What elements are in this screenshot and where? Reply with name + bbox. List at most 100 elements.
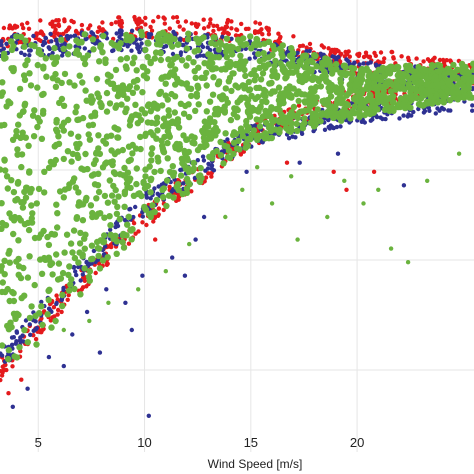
scatter-point [75, 154, 82, 162]
scatter-point [135, 190, 142, 198]
x-tick-label: 10 [137, 435, 151, 450]
scatter-point [244, 100, 251, 108]
scatter-point [1, 167, 9, 174]
scatter-point [14, 151, 21, 158]
scatter-point [450, 89, 457, 96]
scatter-point [327, 65, 335, 72]
scatter-point [192, 107, 199, 115]
scatter-point [144, 195, 150, 200]
scatter-point [6, 210, 13, 217]
scatter-point [92, 213, 100, 220]
scatter-point [350, 65, 358, 72]
scatter-point [54, 128, 61, 135]
scatter-point [104, 254, 111, 261]
scatter-point [454, 66, 461, 74]
scatter-point-outlier [40, 327, 45, 333]
scatter-point [148, 150, 155, 158]
scatter-point [31, 33, 36, 39]
scatter-point [280, 93, 288, 100]
scatter-point [255, 108, 262, 115]
scatter-point [28, 303, 35, 310]
scatter-point [133, 67, 140, 74]
scatter-point [394, 82, 401, 90]
scatter-point [151, 55, 158, 62]
scatter-point [82, 150, 89, 158]
scatter-point [16, 85, 24, 93]
scatter-point [276, 38, 281, 43]
scatter-point [170, 51, 176, 57]
scatter-point-outlier [223, 214, 228, 220]
scatter-point [206, 24, 211, 29]
scatter-point [1, 157, 8, 164]
scatter-point [65, 184, 72, 192]
scatter-point [96, 261, 102, 266]
scatter-point [15, 311, 22, 319]
scatter-point [188, 92, 195, 100]
scatter-point [169, 163, 176, 170]
scatter-point [346, 81, 353, 89]
scatter-point [51, 305, 57, 310]
scatter-point [156, 90, 163, 98]
scatter-point [135, 112, 142, 119]
scatter-point [290, 103, 298, 111]
scatter-point [397, 116, 402, 121]
scatter-point [28, 332, 33, 337]
scatter-point [103, 89, 111, 97]
scatter-point [384, 67, 392, 75]
scatter-point [409, 113, 414, 118]
scatter-point [15, 178, 22, 186]
scatter-point [22, 37, 29, 44]
scatter-point [174, 181, 182, 188]
scatter-point [304, 49, 309, 54]
scatter-point [134, 42, 140, 47]
scatter-point [133, 84, 140, 91]
scatter-point [21, 25, 26, 31]
scatter-point [24, 57, 31, 64]
scatter-point-outlier [61, 327, 66, 333]
scatter-point [355, 52, 360, 57]
scatter-point-outlier [84, 309, 90, 315]
scatter-point [361, 66, 368, 74]
scatter-point [49, 75, 57, 82]
scatter-point [81, 60, 89, 68]
scatter-point [448, 108, 453, 113]
scatter-point [162, 80, 169, 87]
scatter-point [66, 79, 73, 86]
scatter-point [108, 147, 115, 154]
scatter-point [191, 134, 198, 141]
scatter-point [154, 127, 161, 134]
scatter-point [185, 113, 193, 121]
scatter-point [47, 46, 52, 52]
scatter-point [44, 311, 51, 318]
scatter-point [41, 168, 48, 175]
scatter-point-outlier [342, 178, 347, 183]
scatter-point [395, 63, 402, 71]
scatter-point [195, 39, 202, 46]
scatter-point [84, 284, 89, 289]
scatter-point [465, 76, 473, 84]
scatter-point [224, 60, 231, 67]
scatter-point [406, 75, 413, 82]
scatter-point [4, 41, 9, 46]
scatter-point [84, 36, 89, 41]
scatter-point [317, 118, 324, 125]
scatter-point [347, 115, 354, 122]
scatter-point [205, 129, 212, 137]
scatter-point [253, 84, 260, 92]
scatter-point [338, 124, 343, 129]
scatter-point [375, 74, 383, 82]
scatter-point [109, 21, 114, 27]
scatter-point [27, 48, 32, 53]
scatter-point [7, 319, 14, 326]
scatter-point [78, 39, 85, 46]
scatter-point [247, 105, 254, 113]
scatter-point [185, 54, 192, 62]
scatter-point-outlier [87, 318, 92, 324]
scatter-point [0, 42, 4, 48]
scatter-point-outlier [405, 260, 411, 265]
scatter-point [461, 92, 468, 99]
scatter-point [12, 197, 19, 204]
scatter-point [89, 121, 97, 128]
scatter-point [79, 22, 85, 28]
scatter-point [446, 77, 454, 84]
